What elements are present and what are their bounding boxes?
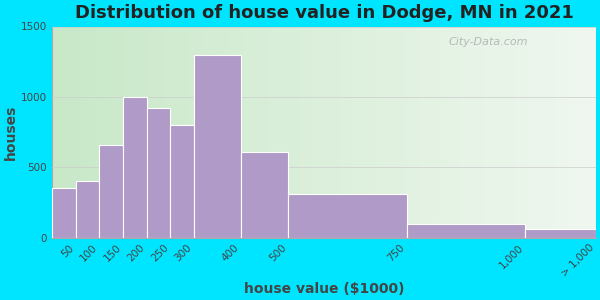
Bar (100, 145, 123, 238)
Bar (123, 97, 146, 238)
Bar (170, 125, 194, 238)
Bar (52, 188, 76, 238)
Bar (289, 194, 407, 238)
Bar (194, 55, 241, 238)
Y-axis label: houses: houses (4, 104, 18, 160)
Title: Distribution of house value in Dodge, MN in 2021: Distribution of house value in Dodge, MN… (74, 4, 574, 22)
Bar (241, 152, 289, 238)
Text: City-Data.com: City-Data.com (449, 37, 529, 47)
Bar (525, 229, 596, 238)
Bar (76, 182, 100, 238)
X-axis label: house value ($1000): house value ($1000) (244, 282, 404, 296)
Bar (407, 224, 525, 238)
Bar (146, 108, 170, 238)
